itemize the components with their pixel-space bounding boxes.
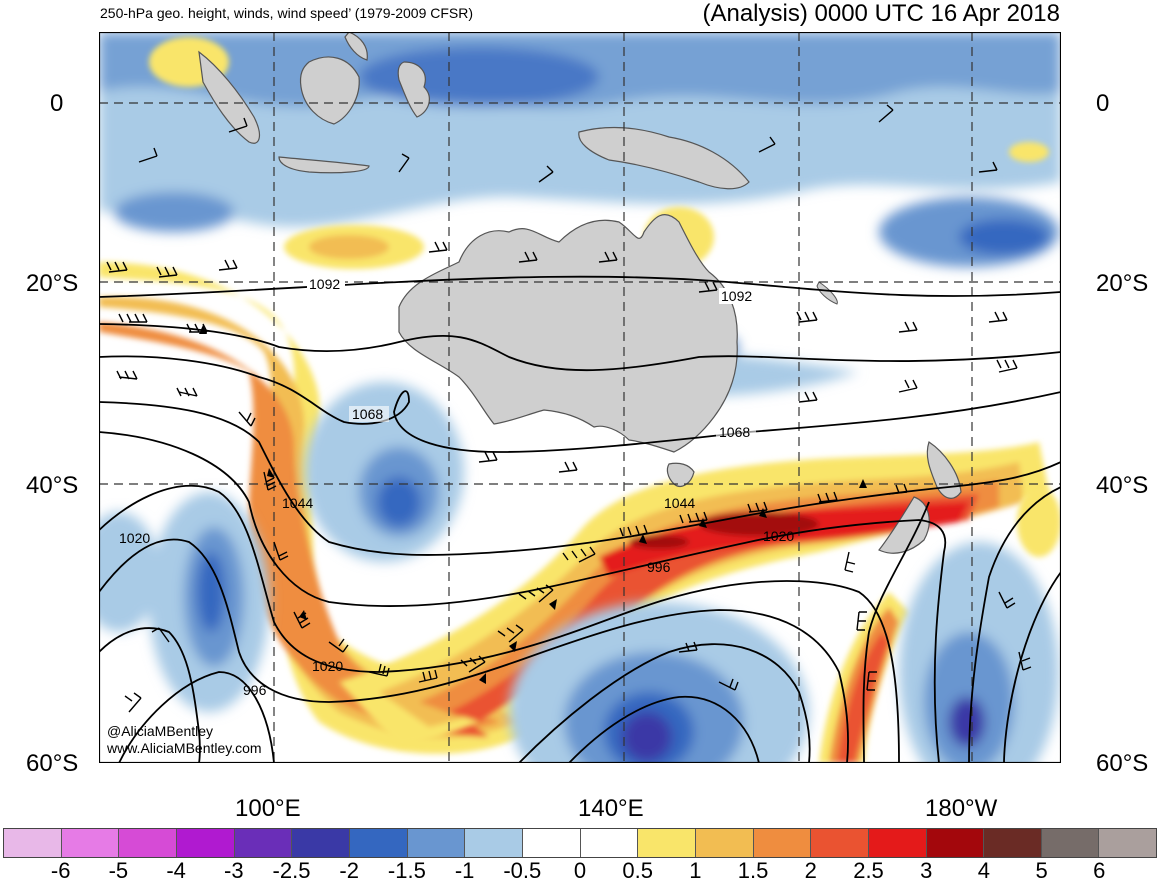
lat-label-left: 60°S [26,750,79,777]
land [198,32,962,554]
contour-east-c [862,501,930,763]
tasmania-landmass [666,462,695,487]
colorbar-tick-label: 0.5 [622,858,653,883]
credit-handle: @AliciaMBentley [107,723,214,739]
contour-label: 996 [647,559,671,575]
contour-label: 1092 [721,288,752,304]
wind-pennants [199,325,867,684]
colorbar [3,828,1157,858]
lat-label-left: 40°S [26,472,79,499]
contour-1068-b [99,401,1061,556]
borneo-landmass [299,56,360,125]
colorbar-tick-label: -1 [454,858,475,883]
contour-east-b [1003,571,1061,763]
lon-label: 140°E [578,795,644,822]
australia-landmass [398,214,738,453]
wind-barbs [106,104,1032,713]
colorbar-swatch [580,829,639,857]
colorbar-swatch [119,829,177,857]
new-guinea-landmass [578,126,750,190]
contour-1044-a [99,431,947,763]
contour-label: 996 [243,682,267,698]
chart-title-right: (Analysis) 0000 UTC 16 Apr 2018 [702,0,1060,27]
colorbar-tick-label: -2 [339,858,359,883]
colorbar-tick-label: 2 [804,858,817,883]
contour-996-a [118,671,275,763]
colorbar-swatch [1099,829,1157,857]
colorbar-tick-label: 1.5 [737,858,769,883]
anomaly-tropics [99,32,1061,267]
contour-east-a [968,486,1061,763]
colorbar-swatch [811,829,869,857]
colorbar-swatch [349,829,408,857]
contour-label: 1020 [763,528,794,544]
colorbar-tick-label: 4 [977,858,991,883]
lat-label-right: 40°S [1096,472,1149,499]
colorbar-tick-label: 5 [1035,858,1048,883]
colorbar-swatch [176,829,235,857]
colorbar-swatch [61,829,120,857]
colorbar-tick-label: 2.5 [853,858,884,883]
colorbar-swatch [638,829,696,857]
colorbar-tick-label: -4 [166,858,186,883]
colorbar-tick-label: 3 [920,858,933,883]
java-landmass [278,156,370,174]
colorbar-tick-label: -6 [50,858,71,883]
colorbar-swatch [868,829,927,857]
lon-label: 180°W [925,795,998,822]
contour-1068-a [99,355,1061,453]
contour-label: 1044 [664,495,695,511]
colorbar-tick-label: -5 [108,858,129,883]
contour-996-b [518,643,811,763]
contour-1080 [99,323,1061,372]
colorbar-tick-label: -0.5 [503,858,542,883]
new-zealand-north [926,441,962,499]
colorbar-tick-label: 1 [689,858,702,883]
contour-label: 1092 [309,276,340,292]
colorbar-swatch [926,829,985,857]
colorbar-tick-label: -3 [224,858,244,883]
colorbar-swatch [465,829,523,857]
colorbar-tick-label: 6 [1093,858,1106,883]
contour-1092 [99,275,1061,298]
colorbar-swatch [522,829,581,857]
contour-1020-a [99,538,849,763]
contour-label: 1020 [312,658,343,674]
contour-label: 1068 [719,424,750,440]
contour-1020-b [99,627,201,763]
map-frame [99,32,1061,763]
new-zealand-south [878,496,930,554]
map-panel: 1092 1092 1068 1068 1044 1044 1020 1020 … [99,32,1061,763]
colorbar-swatch [753,829,812,857]
contour-labels: 1092 1092 1068 1068 1044 1044 1020 1020 … [119,276,794,698]
colorbar-swatch [234,829,293,857]
colorbar-tick-label: -1.5 [387,858,426,883]
colorbar-swatch [4,829,62,857]
lat-label-right: 20°S [1096,270,1149,297]
colorbar-swatch [984,829,1042,857]
contour-label: 1044 [282,495,313,511]
height-contours [99,275,1061,763]
credit-site: www.AliciaMBentley.com [107,740,262,756]
lon-label: 100°E [235,795,301,822]
lat-label-left: 20°S [26,270,79,297]
colorbar-swatch [1041,829,1100,857]
lat-label-right: 60°S [1096,750,1149,777]
colorbar-swatch [292,829,350,857]
philippines-landmass [344,32,368,61]
contour-970 [568,695,760,763]
colorbar-swatch [695,829,754,857]
colorbar-tick-label: 0 [573,858,587,883]
chart-title-left: 250-hPa geo. height, winds, wind speed’ … [100,5,474,21]
contour-label: 1068 [352,406,383,422]
graticule [99,32,1061,763]
lat-label-left: 0 [50,90,64,117]
colorbar-tick-label: -2.5 [272,858,311,883]
contour-label: 1020 [119,530,150,546]
lat-label-right: 0 [1096,90,1110,117]
contour-1044-b [99,484,900,763]
colorbar-swatch [407,829,466,857]
map-svg: 1092 1092 1068 1068 1044 1044 1020 1020 … [99,32,1061,763]
